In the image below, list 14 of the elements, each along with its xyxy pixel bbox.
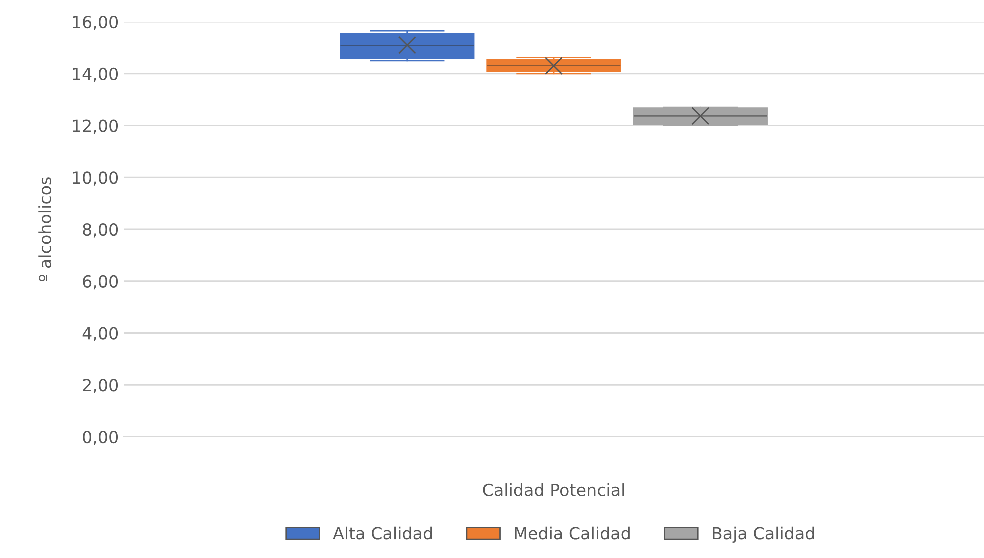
legend-label: Media Calidad: [515, 526, 630, 540]
y-tick-label: 14,00: [73, 68, 118, 82]
legend-label: Alta Calidad: [333, 526, 432, 540]
y-axis-title: º alcoholicos: [38, 178, 52, 282]
y-tick-label: 0,00: [83, 430, 118, 446]
y-tick-label: 10,00: [73, 172, 118, 186]
y-tick-label: 6,00: [83, 275, 118, 290]
y-tick-label: 2,00: [83, 379, 118, 394]
legend-label: Baja Calidad: [713, 526, 814, 543]
y-tick-label: 12,00: [73, 120, 118, 134]
y-tick-label: 4,00: [82, 327, 118, 342]
y-tick-label: 8,00: [83, 223, 118, 238]
x-axis-title: Calidad Potencial: [483, 484, 624, 496]
y-tick-label: 16,00: [73, 16, 118, 30]
